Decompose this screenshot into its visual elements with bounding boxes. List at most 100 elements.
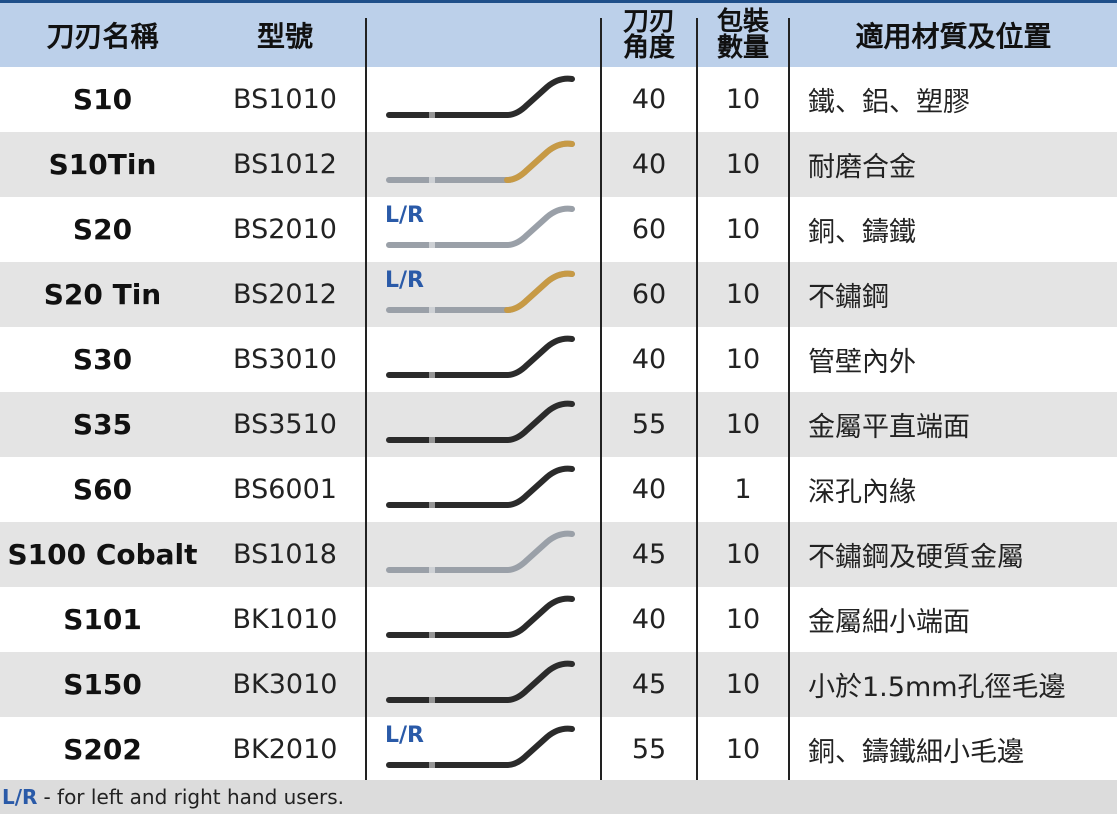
table-row: S101 BK1010 40 10 金屬細小端面 xyxy=(0,587,1117,652)
pack-quantity: 10 xyxy=(725,149,761,180)
deburring-blade-icon xyxy=(386,335,575,378)
header-model: 型號 xyxy=(256,20,313,53)
model-number: BS1018 xyxy=(233,539,337,570)
applicable-material: 金屬平直端面 xyxy=(808,412,970,443)
deburring-blade-table: 刀刃名稱 型號 刀刃 角度 包裝 數量 適用材質及位置 S10 BS1010 40 1… xyxy=(0,0,1117,780)
table-row: S10Tin BS1012 40 10 耐磨合金 xyxy=(0,132,1117,197)
blade-image xyxy=(367,652,600,717)
top-rule xyxy=(0,0,1117,3)
header-angle: 刀刃 角度 xyxy=(602,3,696,67)
model-number: BS1012 xyxy=(233,149,337,180)
footer-lr-label: L/R xyxy=(2,785,38,809)
blade-angle: 55 xyxy=(631,734,667,765)
header-name: 刀刃名稱 xyxy=(46,20,159,53)
blade-name: S10 xyxy=(72,83,133,116)
applicable-material: 銅、鑄鐵細小毛邊 xyxy=(808,737,1024,768)
blade-image: L/R xyxy=(367,197,600,262)
pack-quantity: 10 xyxy=(725,409,761,440)
blade-name: S101 xyxy=(63,603,142,636)
blade-name: S150 xyxy=(63,668,142,701)
table-header: 刀刃名稱 型號 刀刃 角度 包裝 數量 適用材質及位置 xyxy=(0,3,1117,67)
column-divider xyxy=(696,18,698,780)
blade-image xyxy=(367,327,600,392)
deburring-blade-icon xyxy=(386,400,575,443)
model-number: BS2012 xyxy=(233,279,337,310)
blade-angle: 55 xyxy=(631,409,667,440)
blade-angle: 45 xyxy=(631,539,667,570)
blade-angle: 40 xyxy=(631,474,667,505)
deburring-blade-icon xyxy=(386,140,575,183)
table-row: S150 BK3010 45 10 小於1.5mm孔徑毛邊 xyxy=(0,652,1117,717)
applicable-material: 小於1.5mm孔徑毛邊 xyxy=(808,672,1066,703)
blade-image: L/R xyxy=(367,717,600,782)
column-divider xyxy=(600,18,602,780)
blade-image xyxy=(367,67,600,132)
model-number: BS1010 xyxy=(233,84,337,115)
header-pack-line1: 包裝 xyxy=(716,7,769,37)
deburring-blade-icon xyxy=(386,725,575,768)
blade-name: S30 xyxy=(72,343,133,376)
applicable-material: 銅、鑄鐵 xyxy=(808,217,916,248)
deburring-blade-icon xyxy=(386,75,575,118)
deburring-blade-icon xyxy=(386,465,575,508)
footer-note: L/R - for left and right hand users. xyxy=(0,780,1117,814)
pack-quantity: 10 xyxy=(725,539,761,570)
blade-angle: 60 xyxy=(631,279,667,310)
table-row: S202 BK2010 L/R 55 10 銅、鑄鐵細小毛邊 xyxy=(0,717,1117,782)
model-number: BS6001 xyxy=(233,474,337,505)
pack-quantity: 1 xyxy=(734,474,752,505)
model-number: BS3010 xyxy=(233,344,337,375)
blade-image xyxy=(367,392,600,457)
header-pack-line2: 數量 xyxy=(716,33,769,63)
blade-name: S20 xyxy=(72,213,133,246)
header-angle-line1: 刀刃 xyxy=(622,7,675,37)
blade-angle: 40 xyxy=(631,149,667,180)
applicable-material: 管壁內外 xyxy=(808,347,916,378)
applicable-material: 不鏽鋼及硬質金屬 xyxy=(808,542,1024,573)
blade-angle: 40 xyxy=(631,604,667,635)
table-row: S20 Tin BS2012 L/R 60 10 不鏽鋼 xyxy=(0,262,1117,327)
applicable-material: 耐磨合金 xyxy=(808,152,916,183)
blade-name: S202 xyxy=(63,733,142,766)
lr-badge: L/R xyxy=(385,268,424,293)
blade-name: S20 Tin xyxy=(43,278,162,311)
blade-image: L/R xyxy=(367,262,600,327)
column-divider xyxy=(788,18,790,780)
pack-quantity: 10 xyxy=(725,279,761,310)
blade-image xyxy=(367,457,600,522)
blade-angle: 45 xyxy=(631,669,667,700)
blade-image xyxy=(367,587,600,652)
deburring-blade-icon xyxy=(386,595,575,638)
applicable-material: 金屬細小端面 xyxy=(808,607,970,638)
table-row: S10 BS1010 40 10 鐵、鋁、塑膠 xyxy=(0,67,1117,132)
deburring-blade-icon xyxy=(386,530,575,573)
lr-badge: L/R xyxy=(385,723,424,748)
blade-name: S10Tin xyxy=(48,148,157,181)
model-number: BK3010 xyxy=(232,669,338,700)
blade-name: S60 xyxy=(72,473,133,506)
lr-badge: L/R xyxy=(385,203,424,228)
table-row: S30 BS3010 40 10 管壁內外 xyxy=(0,327,1117,392)
pack-quantity: 10 xyxy=(725,604,761,635)
deburring-blade-icon xyxy=(386,205,575,248)
blade-name: S35 xyxy=(72,408,133,441)
header-angle-line2: 角度 xyxy=(622,33,675,63)
applicable-material: 鐵、鋁、塑膠 xyxy=(808,87,970,118)
table-row: S35 BS3510 55 10 金屬平直端面 xyxy=(0,392,1117,457)
model-number: BS3510 xyxy=(233,409,337,440)
header-pack: 包裝 數量 xyxy=(698,3,788,67)
table-row: S100 Cobalt BS1018 45 10 不鏽鋼及硬質金屬 xyxy=(0,522,1117,587)
blade-image xyxy=(367,132,600,197)
blade-angle: 40 xyxy=(631,84,667,115)
pack-quantity: 10 xyxy=(725,734,761,765)
header-material: 適用材質及位置 xyxy=(855,20,1052,53)
deburring-blade-icon xyxy=(386,270,575,313)
pack-quantity: 10 xyxy=(725,344,761,375)
pack-quantity: 10 xyxy=(725,84,761,115)
blade-angle: 60 xyxy=(631,214,667,245)
deburring-blade-icon xyxy=(386,660,575,703)
blade-angle: 40 xyxy=(631,344,667,375)
column-divider xyxy=(365,18,367,780)
model-number: BK1010 xyxy=(232,604,338,635)
pack-quantity: 10 xyxy=(725,669,761,700)
